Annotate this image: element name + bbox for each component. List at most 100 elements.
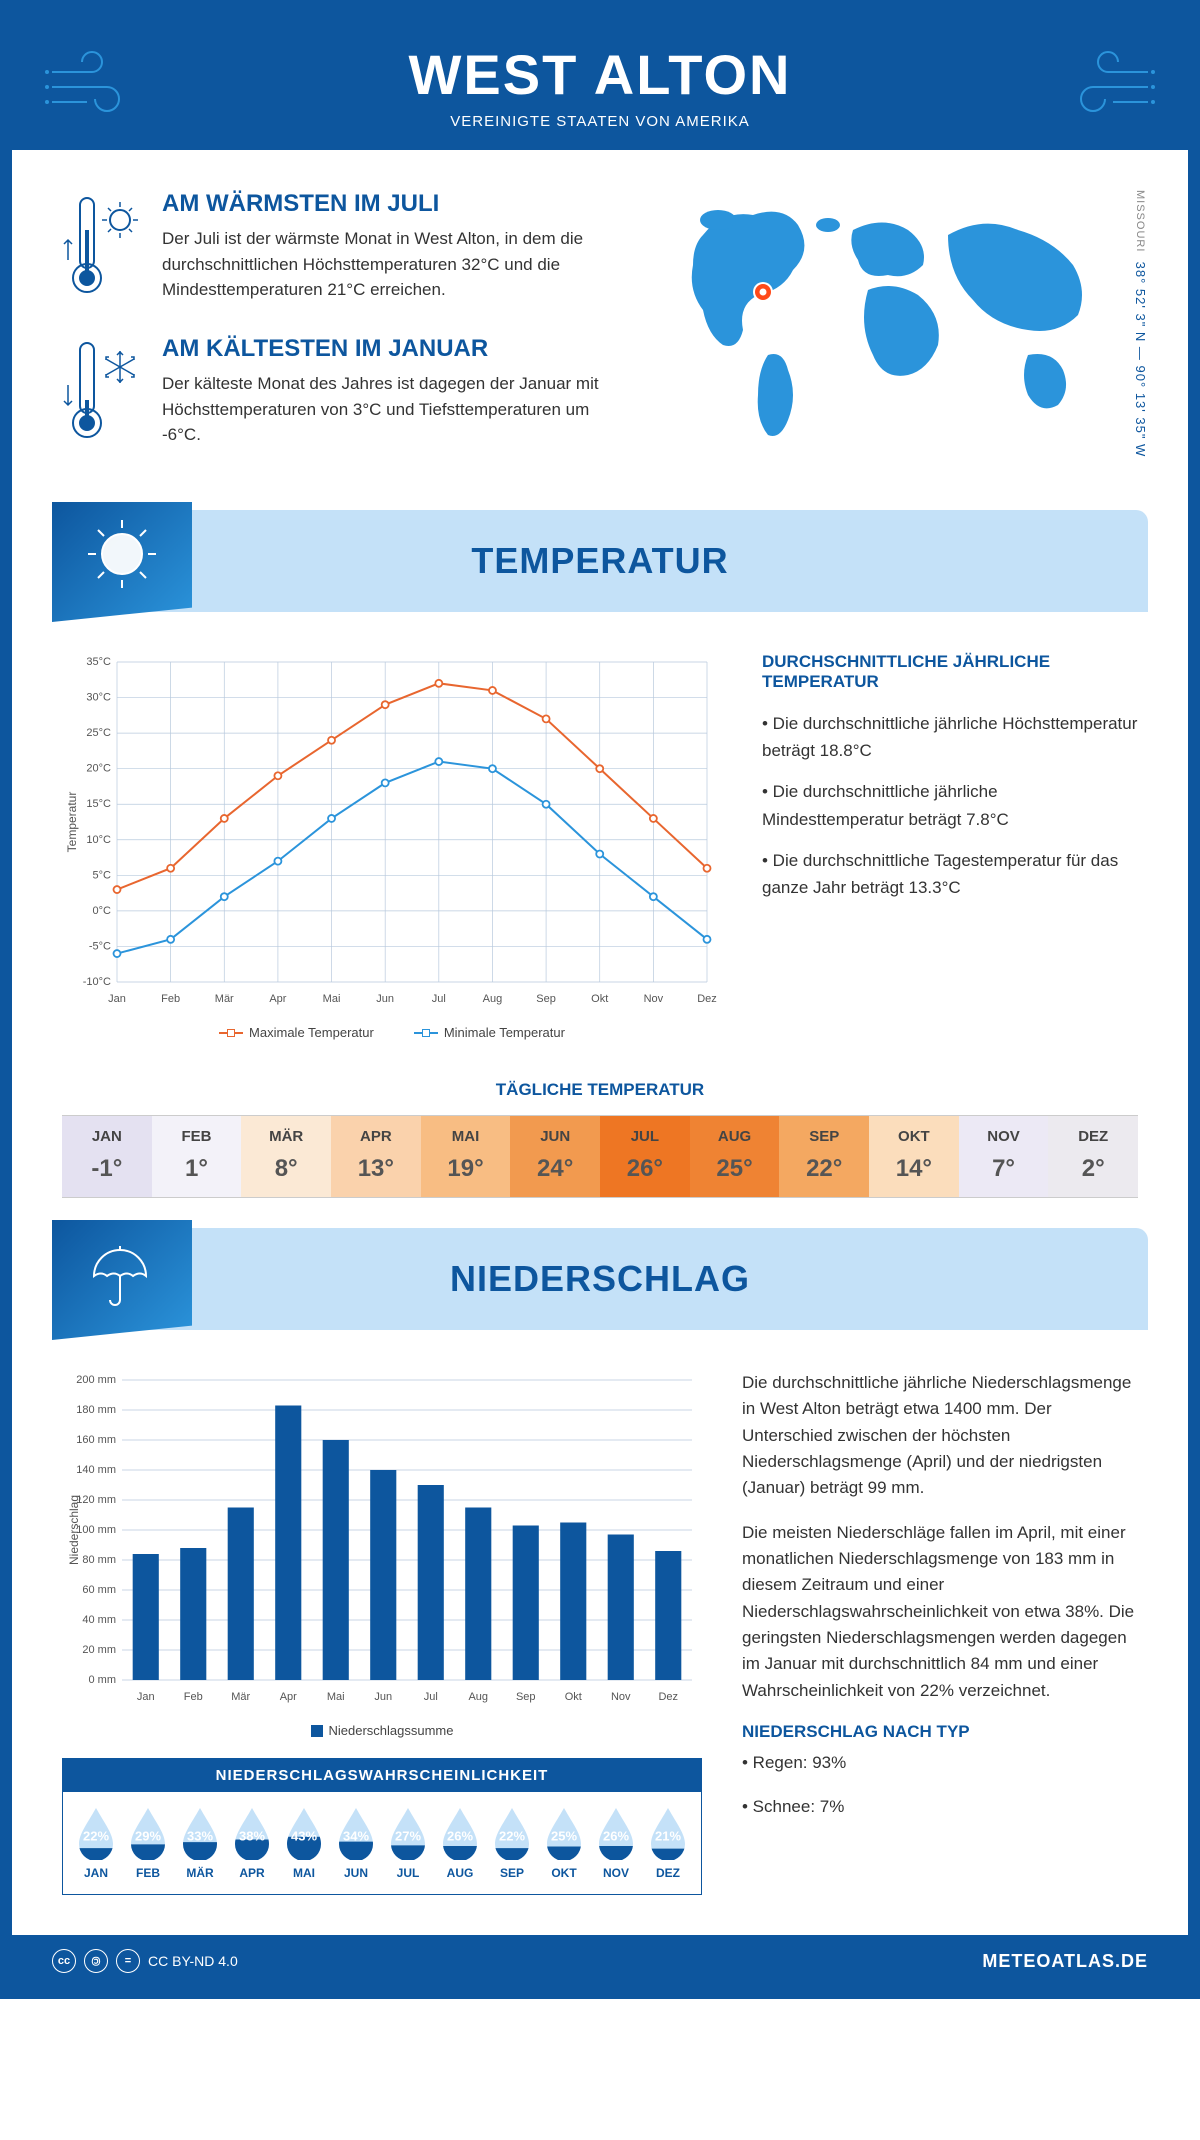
- precipitation-text: Die durchschnittliche jährliche Niedersc…: [742, 1370, 1138, 1895]
- daily-temp-title: TÄGLICHE TEMPERATUR: [12, 1080, 1188, 1100]
- prob-cell: 21% DEZ: [643, 1806, 693, 1880]
- prob-cell: 22% SEP: [487, 1806, 537, 1880]
- page-title: WEST ALTON: [12, 42, 1188, 107]
- svg-text:30°C: 30°C: [86, 692, 111, 704]
- site-name: METEOATLAS.DE: [982, 1951, 1148, 1972]
- thermometer-cold-icon: [62, 335, 142, 445]
- daily-cell: NOV7°: [959, 1116, 1049, 1197]
- world-map: [658, 190, 1118, 450]
- prob-cell: 27% JUL: [383, 1806, 433, 1880]
- precipitation-banner: NIEDERSCHLAG: [52, 1228, 1148, 1330]
- svg-text:Jul: Jul: [424, 1691, 438, 1703]
- wind-icon: [42, 42, 152, 122]
- prob-cell: 26% AUG: [435, 1806, 485, 1880]
- precip-type-title: NIEDERSCHLAG NACH TYP: [742, 1722, 1138, 1742]
- page-subtitle: VEREINIGTE STAATEN VON AMERIKA: [12, 113, 1188, 130]
- svg-text:Apr: Apr: [269, 993, 286, 1005]
- daily-temp-grid: JAN-1°FEB1°MÄR8°APR13°MAI19°JUN24°JUL26°…: [62, 1115, 1138, 1198]
- daily-cell: MAI19°: [421, 1116, 511, 1197]
- prob-cell: 34% JUN: [331, 1806, 381, 1880]
- daily-cell: SEP22°: [779, 1116, 869, 1197]
- svg-text:60 mm: 60 mm: [82, 1584, 116, 1596]
- svg-text:Temperatur: Temperatur: [65, 792, 79, 853]
- temperature-chart: -10°C -5°C 0°C 5°C 10°C 15°C 20°C 25°C 30°C 35°C J…: [62, 652, 722, 1040]
- svg-text:Dez: Dez: [658, 1691, 678, 1703]
- header: WEST ALTON VEREINIGTE STAATEN VON AMERIK…: [12, 12, 1188, 150]
- probability-title: NIEDERSCHLAGSWAHRSCHEINLICHKEIT: [63, 1759, 701, 1792]
- svg-text:Feb: Feb: [184, 1691, 203, 1703]
- daily-cell: MÄR8°: [241, 1116, 331, 1197]
- precipitation-chart: 0 mm 20 mm 40 mm 60 mm 80 mm 100 mm 120 mm 140 …: [62, 1370, 702, 1738]
- temp-info-title: DURCHSCHNITTLICHE JÄHRLICHE TEMPERATUR: [762, 652, 1138, 692]
- daily-cell: DEZ2°: [1048, 1116, 1138, 1197]
- svg-text:120 mm: 120 mm: [76, 1494, 116, 1506]
- prob-cell: 29% FEB: [123, 1806, 173, 1880]
- svg-text:Feb: Feb: [161, 993, 180, 1005]
- daily-cell: AUG25°: [690, 1116, 780, 1197]
- warmest-title: AM WÄRMSTEN IM JULI: [162, 190, 618, 218]
- svg-text:Nov: Nov: [611, 1691, 631, 1703]
- daily-cell: FEB1°: [152, 1116, 242, 1197]
- svg-text:Okt: Okt: [565, 1691, 582, 1703]
- svg-text:20°C: 20°C: [86, 763, 111, 775]
- license: cc🄯= CC BY-ND 4.0: [52, 1949, 238, 1973]
- svg-text:160 mm: 160 mm: [76, 1434, 116, 1446]
- svg-text:10°C: 10°C: [86, 834, 111, 846]
- svg-text:25°C: 25°C: [86, 727, 111, 739]
- intro-section: AM WÄRMSTEN IM JULI Der Juli ist der wär…: [12, 150, 1188, 510]
- svg-text:20 mm: 20 mm: [82, 1644, 116, 1656]
- svg-text:100 mm: 100 mm: [76, 1524, 116, 1536]
- svg-text:40 mm: 40 mm: [82, 1614, 116, 1626]
- wind-icon: [1048, 42, 1158, 122]
- svg-text:5°C: 5°C: [93, 869, 112, 881]
- svg-text:140 mm: 140 mm: [76, 1464, 116, 1476]
- coldest-block: AM KÄLTESTEN IM JANUAR Der kälteste Mona…: [62, 335, 618, 450]
- svg-text:-5°C: -5°C: [89, 940, 111, 952]
- page: WEST ALTON VEREINIGTE STAATEN VON AMERIK…: [0, 0, 1200, 1999]
- svg-text:Niederschlag: Niederschlag: [67, 1495, 81, 1565]
- svg-text:Sep: Sep: [536, 993, 556, 1005]
- svg-text:180 mm: 180 mm: [76, 1404, 116, 1416]
- svg-text:Mär: Mär: [231, 1691, 250, 1703]
- svg-text:Jul: Jul: [432, 993, 446, 1005]
- coldest-text: Der kälteste Monat des Jahres ist dagege…: [162, 371, 618, 448]
- warmest-block: AM WÄRMSTEN IM JULI Der Juli ist der wär…: [62, 190, 618, 305]
- prob-cell: 26% NOV: [591, 1806, 641, 1880]
- svg-text:Sep: Sep: [516, 1691, 536, 1703]
- daily-cell: APR13°: [331, 1116, 421, 1197]
- probability-box: NIEDERSCHLAGSWAHRSCHEINLICHKEIT 22% JAN …: [62, 1758, 702, 1895]
- svg-text:0 mm: 0 mm: [89, 1674, 117, 1686]
- svg-text:Mär: Mär: [215, 993, 234, 1005]
- svg-text:Mai: Mai: [327, 1691, 345, 1703]
- svg-text:Okt: Okt: [591, 993, 608, 1005]
- prob-cell: 22% JAN: [71, 1806, 121, 1880]
- svg-text:Dez: Dez: [697, 993, 717, 1005]
- svg-text:Jan: Jan: [108, 993, 126, 1005]
- daily-cell: OKT14°: [869, 1116, 959, 1197]
- svg-text:0°C: 0°C: [93, 905, 112, 917]
- svg-text:35°C: 35°C: [86, 656, 111, 668]
- svg-text:15°C: 15°C: [86, 798, 111, 810]
- svg-text:-10°C: -10°C: [83, 976, 111, 988]
- svg-text:Mai: Mai: [323, 993, 341, 1005]
- temperature-banner: TEMPERATUR: [52, 510, 1148, 612]
- temperature-heading: TEMPERATUR: [82, 540, 1118, 582]
- umbrella-icon: [52, 1220, 192, 1340]
- svg-text:200 mm: 200 mm: [76, 1374, 116, 1386]
- warmest-text: Der Juli ist der wärmste Monat in West A…: [162, 226, 618, 303]
- coordinates: MISSOURI 38° 52' 3" N — 90° 13' 35" W: [1133, 190, 1148, 457]
- svg-text:80 mm: 80 mm: [82, 1554, 116, 1566]
- temperature-info: DURCHSCHNITTLICHE JÄHRLICHE TEMPERATUR •…: [762, 652, 1138, 1040]
- temp-legend: Maximale Temperatur Minimale Temperatur: [62, 1025, 722, 1040]
- svg-text:Nov: Nov: [644, 993, 664, 1005]
- svg-text:Apr: Apr: [280, 1691, 297, 1703]
- prob-cell: 33% MÄR: [175, 1806, 225, 1880]
- daily-cell: JUN24°: [510, 1116, 600, 1197]
- daily-cell: JUL26°: [600, 1116, 690, 1197]
- thermometer-hot-icon: [62, 190, 142, 300]
- coldest-title: AM KÄLTESTEN IM JANUAR: [162, 335, 618, 363]
- svg-text:Jan: Jan: [137, 1691, 155, 1703]
- svg-text:Jun: Jun: [376, 993, 394, 1005]
- svg-text:Jun: Jun: [374, 1691, 392, 1703]
- prob-cell: 25% OKT: [539, 1806, 589, 1880]
